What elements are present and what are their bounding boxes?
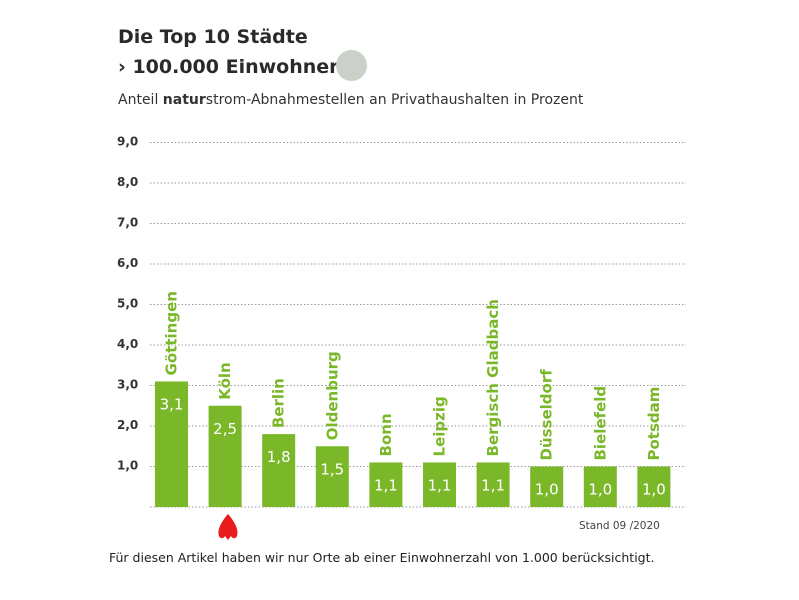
category-label: Bergisch Gladbach [484,299,502,456]
y-tick-label: 3,0 [117,378,138,392]
category-label: Köln [216,362,234,400]
category-label: Leipzig [431,396,449,456]
bar-value-label: 1,1 [374,476,398,494]
bar [262,434,296,507]
footnote: Für diesen Artikel haben wir nur Orte ab… [109,550,655,565]
bar-value-label: 1,5 [320,460,344,478]
category-label: Berlin [270,378,288,428]
bar-value-label: 3,1 [160,395,184,413]
category-label: Potsdam [645,387,663,461]
y-tick-label: 9,0 [117,135,138,149]
bar-value-label: 1,8 [267,448,291,466]
title-line-2: › 100.000 Einwohner [118,56,339,78]
bar-value-label: 1,0 [588,481,612,499]
bar [208,405,242,507]
category-label: Bonn [377,413,395,456]
bar [315,446,349,507]
y-tick-label: 1,0 [117,459,138,473]
y-tick-label: 4,0 [117,337,138,351]
chart-subtitle: Anteil naturstrom-Abnahmestellen an Priv… [118,92,583,108]
data-date-note: Stand 09 /2020 [579,520,660,532]
category-label: Göttingen [163,291,181,375]
bar [583,466,617,507]
highlight-marker-icon [218,514,238,540]
subtitle-brand: natur [162,92,206,108]
chart-title: Die Top 10 Städte › 100.000 Einwohner [118,22,339,82]
y-tick-label: 7,0 [117,216,138,230]
y-tick-label: 6,0 [117,256,138,270]
y-tick-label: 8,0 [117,175,138,189]
bar [155,381,188,507]
bar-value-label: 1,0 [535,481,559,499]
bar [476,462,510,507]
subtitle-prefix: Anteil [118,92,163,108]
subtitle-suffix: strom-Abnahmestellen an Privathaushalten… [205,92,584,108]
category-label: Düsseldorf [538,369,556,461]
bar-value-label: 1,0 [642,481,666,499]
bar [637,466,671,507]
y-tick-label: 2,0 [117,418,138,432]
bar [530,466,564,507]
bar-value-label: 2,5 [213,420,237,438]
bar-value-label: 1,1 [428,476,452,494]
title-line-1: Die Top 10 Städte [118,26,308,48]
bar [369,462,403,507]
bar [423,462,456,507]
category-label: Bielefeld [591,386,609,461]
bar-value-label: 1,1 [481,476,505,494]
category-label: Oldenburg [323,351,341,440]
decorative-dot [336,50,367,81]
y-tick-label: 5,0 [117,297,138,311]
